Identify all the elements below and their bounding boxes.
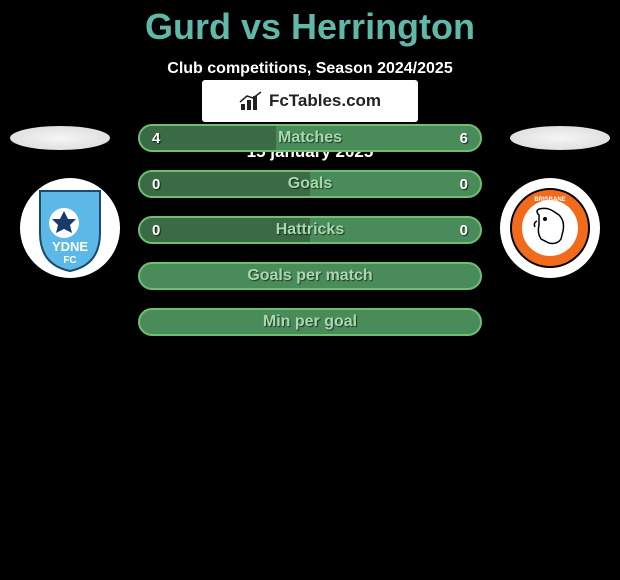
title-text: Gurd vs Herrington	[145, 6, 475, 47]
subtitle: Club competitions, Season 2024/2025	[0, 60, 620, 78]
stat-row-hattricks: 0 Hattricks 0	[138, 216, 482, 244]
page-title: Gurd vs Herrington	[0, 0, 620, 48]
club-logo-right: BRISBANE	[509, 187, 591, 269]
bar-chart-icon	[239, 90, 263, 112]
stat-right-value: 0	[460, 222, 468, 239]
stat-label: Goals	[140, 175, 480, 193]
svg-text:YDNE: YDNE	[52, 239, 88, 254]
stat-label: Goals per match	[140, 267, 480, 285]
stat-row-gpm: Goals per match	[138, 262, 482, 290]
club-logo-left: YDNE FC	[30, 183, 110, 273]
stat-row-matches: 4 Matches 6	[138, 124, 482, 152]
svg-text:FC: FC	[63, 255, 76, 266]
stat-row-goals: 0 Goals 0	[138, 170, 482, 198]
site-logo-text: FcTables.com	[269, 91, 381, 111]
stat-right-value: 0	[460, 176, 468, 193]
stats-column: 4 Matches 6 0 Goals 0 0 Hattricks 0 Goal…	[138, 124, 482, 354]
club-badge-right: BRISBANE	[500, 178, 600, 278]
club-badge-left: YDNE FC	[20, 178, 120, 278]
svg-text:BRISBANE: BRISBANE	[534, 197, 565, 203]
stat-row-mpg: Min per goal	[138, 308, 482, 336]
stat-label: Matches	[140, 129, 480, 147]
player-shadow-left	[10, 126, 110, 150]
stat-label: Hattricks	[140, 221, 480, 239]
player-shadow-right	[510, 126, 610, 150]
site-logo[interactable]: FcTables.com	[202, 80, 418, 122]
stat-label: Min per goal	[140, 313, 480, 331]
stat-right-value: 6	[460, 130, 468, 147]
